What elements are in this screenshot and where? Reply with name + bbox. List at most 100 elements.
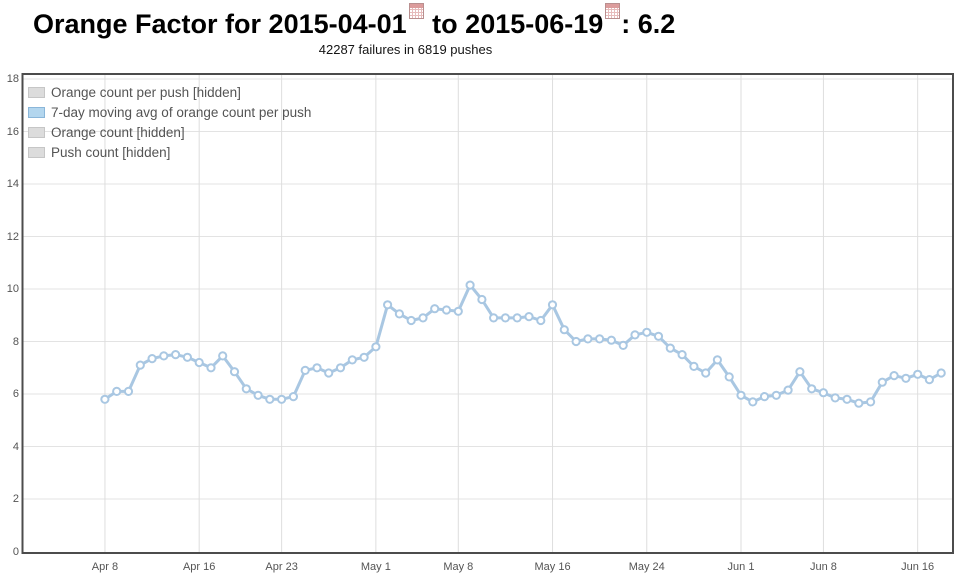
data-point-marker: [229, 367, 240, 377]
data-point-marker: [512, 313, 522, 323]
data-point-marker: [489, 313, 499, 323]
data-point-marker: [783, 385, 793, 395]
data-point-marker: [795, 367, 805, 377]
data-point-marker: [371, 342, 381, 352]
data-point-marker: [536, 315, 546, 326]
calendar-icon[interactable]: [605, 3, 621, 19]
chart-canvas[interactable]: [0, 60, 961, 587]
data-point-marker: [807, 384, 817, 394]
data-point-marker: [877, 377, 887, 387]
legend-label: Orange count per push [hidden]: [51, 84, 241, 100]
data-point-marker: [913, 369, 923, 379]
y-axis-label: 10: [6, 283, 19, 295]
data-point-marker: [218, 351, 228, 361]
data-point-marker: [677, 350, 687, 360]
title-joiner: to: [424, 9, 466, 39]
data-point-marker: [818, 388, 829, 398]
y-axis-label: 16: [6, 125, 19, 138]
data-point-marker: [253, 390, 263, 400]
x-axis-label: May 8: [443, 561, 474, 573]
data-point-marker: [559, 325, 569, 335]
plot-border: [21, 73, 954, 554]
data-point-marker: [665, 343, 675, 353]
data-point-marker: [571, 336, 581, 347]
failures-subtitle: 42287 failures in 6819 pushes: [318, 42, 493, 57]
y-axis-label: 4: [12, 440, 19, 453]
data-point-marker: [359, 352, 369, 362]
data-point-marker: [465, 280, 475, 290]
x-axis-label: Apr 23: [265, 561, 298, 573]
data-point-marker: [901, 373, 911, 383]
data-point-marker: [936, 368, 946, 378]
data-point-marker: [653, 331, 664, 341]
y-axis-label: 18: [6, 73, 19, 85]
data-point-marker: [748, 397, 758, 407]
data-point-marker: [206, 363, 216, 373]
x-axis-label: May 16: [534, 561, 571, 573]
chart-legend: Orange count per push [hidden] 7-day mov…: [28, 82, 311, 162]
y-axis-label: 14: [6, 178, 19, 190]
data-point-marker: [300, 365, 310, 375]
moving-avg-line: [103, 283, 943, 405]
data-point-marker: [324, 368, 334, 378]
data-point-marker: [182, 352, 192, 362]
legend-item-push-count[interactable]: Push count [hidden]: [28, 142, 311, 162]
data-point-marker: [441, 305, 452, 315]
data-point-marker: [524, 312, 534, 322]
data-point-marker: [100, 394, 110, 404]
data-point-marker: [712, 355, 723, 365]
data-point-marker: [394, 309, 404, 319]
y-axis-label: 12: [6, 230, 19, 243]
data-point-marker: [477, 294, 487, 305]
x-axis-label: Apr 16: [182, 561, 216, 573]
page-header: Orange Factor for 2015-04-01 to 2015-06-…: [0, 0, 778, 57]
data-point-marker: [771, 390, 781, 400]
data-point-marker: [500, 313, 510, 323]
legend-swatch: [28, 126, 45, 138]
data-point-marker: [430, 304, 440, 314]
data-point-marker: [194, 357, 204, 368]
page-title: Orange Factor for 2015-04-01 to 2015-06-…: [33, 3, 778, 40]
y-axis-label: 2: [12, 493, 19, 505]
data-point-marker: [241, 384, 251, 394]
legend-label: Orange count [hidden]: [51, 124, 185, 140]
data-point-marker: [583, 334, 593, 344]
legend-label: 7-day moving avg of orange count per pus…: [51, 104, 312, 120]
data-point-marker: [642, 327, 652, 337]
data-point-marker: [630, 330, 640, 340]
data-point-marker: [418, 313, 428, 323]
title-date-to: 2015-06-19: [465, 9, 604, 39]
y-axis-label: 6: [12, 388, 19, 400]
legend-item-orange-count-per-push[interactable]: Orange count per push [hidden]: [28, 82, 311, 102]
data-point-marker: [453, 306, 463, 316]
data-point-marker: [347, 355, 357, 365]
x-axis-label: Apr 8: [91, 561, 119, 573]
data-point-marker: [147, 354, 157, 364]
legend-item-7day-moving-avg[interactable]: 7-day moving avg of orange count per pus…: [28, 102, 311, 122]
data-point-marker: [830, 393, 840, 403]
data-point-marker: [312, 363, 322, 373]
y-axis-label: 0: [12, 545, 19, 558]
legend-swatch: [28, 146, 45, 158]
calendar-icon[interactable]: [408, 3, 424, 19]
data-point-marker: [724, 372, 734, 382]
data-point-marker: [736, 390, 746, 400]
data-point-marker: [277, 394, 287, 404]
data-point-marker: [854, 398, 864, 408]
data-point-marker: [606, 335, 617, 345]
data-point-marker: [547, 300, 558, 310]
title-date-from: 2015-04-01: [268, 9, 407, 39]
x-axis-label: May 24: [628, 561, 665, 573]
data-point-marker: [406, 315, 416, 326]
data-point-marker: [123, 386, 134, 396]
orange-factor-chart: 0 2 4 6 8 10 12 14 16 18 Apr 8 Apr 16 Apr 23 May 1 May…: [0, 60, 961, 587]
data-point-marker: [701, 368, 711, 378]
data-point-marker: [335, 363, 346, 373]
x-axis-label: Jun 1: [727, 561, 755, 573]
legend-item-orange-count[interactable]: Orange count [hidden]: [28, 122, 311, 142]
data-point-marker: [689, 361, 699, 371]
data-point-marker: [159, 351, 169, 361]
x-axis-label: Jun 8: [809, 561, 837, 573]
x-axis-label: May 1: [360, 561, 391, 573]
title-orange-factor: : 6.2: [621, 9, 676, 39]
